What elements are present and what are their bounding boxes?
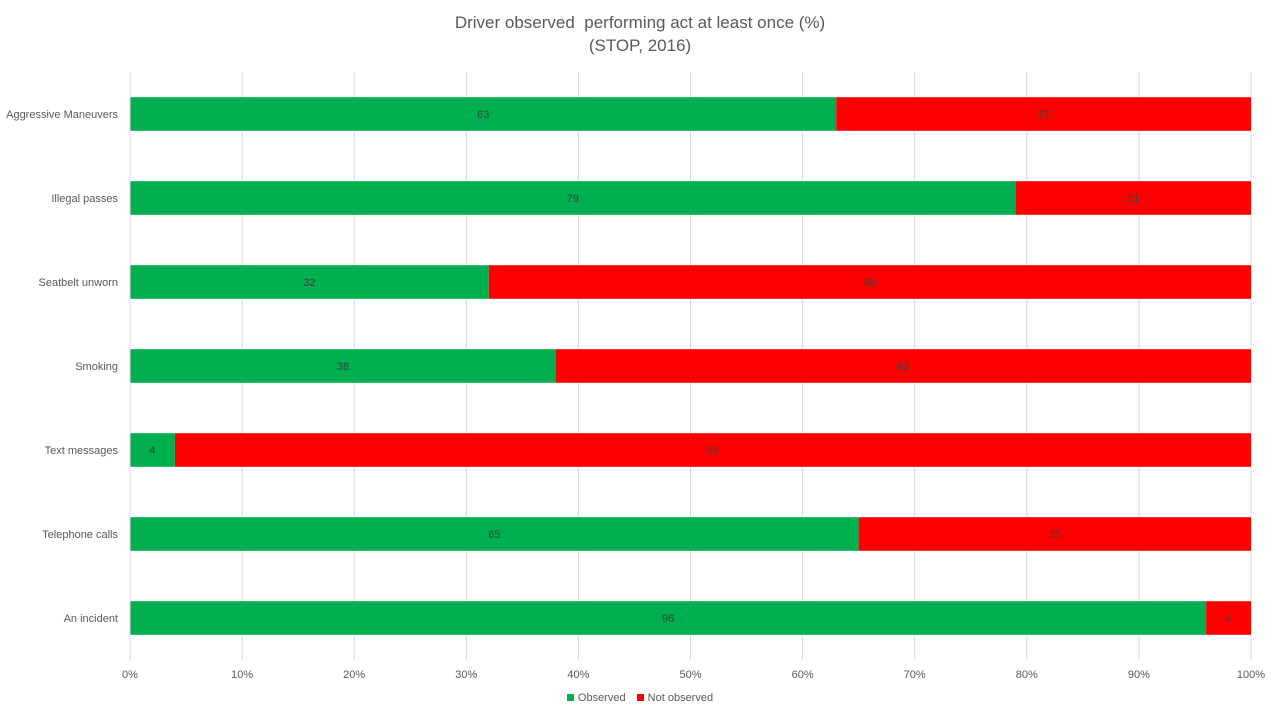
bar-not-observed: [1015, 181, 1251, 215]
category-label: An incident: [64, 613, 118, 625]
data-label: 68: [864, 277, 876, 289]
data-label: 35: [1049, 529, 1061, 541]
data-label: 4: [149, 445, 155, 457]
bar-observed: [130, 97, 837, 131]
bar-not-observed: [555, 349, 1251, 383]
legend-swatch-not-observed: [636, 694, 644, 701]
x-tick-label: 20%: [343, 669, 365, 681]
category-label: Seatbelt unworn: [39, 277, 119, 289]
chart-title: Driver observed performing act at least …: [0, 11, 1280, 57]
category-label: Aggressive Maneuvers: [6, 109, 118, 121]
legend-item-not-observed: Not observed: [636, 692, 714, 704]
bar-observed: [130, 349, 556, 383]
x-tick-label: 50%: [679, 669, 701, 681]
data-label: 62: [897, 361, 909, 373]
chart-title-main: Driver observed performing act at least …: [454, 13, 826, 32]
bar-not-observed: [858, 517, 1251, 551]
x-tick-label: 80%: [1016, 669, 1038, 681]
data-label: 96: [662, 613, 674, 625]
data-label: 38: [337, 361, 349, 373]
category-label: Illegal passes: [51, 193, 118, 205]
x-tick-label: 60%: [792, 669, 814, 681]
bar-observed: [130, 433, 175, 467]
legend-swatch-observed: [566, 694, 574, 701]
data-label: 96: [707, 445, 719, 457]
x-tick-label: 70%: [904, 669, 926, 681]
x-tick-label: 0%: [122, 669, 138, 681]
bar-not-observed: [488, 265, 1252, 299]
x-tick-label: 100%: [1237, 669, 1265, 681]
data-label: 21: [1127, 193, 1139, 205]
category-label: Telephone calls: [42, 529, 118, 541]
legend-label-observed: Observed: [577, 692, 626, 704]
legend-label-not-observed: Not observed: [647, 692, 714, 704]
data-label: 79: [567, 193, 579, 205]
data-label: 63: [477, 109, 489, 121]
x-tick-label: 10%: [231, 669, 253, 681]
bar-observed: [130, 601, 1207, 635]
bar-observed: [130, 517, 859, 551]
legend-item-observed: Observed: [566, 692, 626, 704]
bar-not-observed: [174, 433, 1252, 467]
stacked-bar-chart: 0% 10% 20% 30% 40% 50% 60% 70% 80% 90% 100% Aggress…: [6, 72, 1265, 681]
x-tick-label: 40%: [567, 669, 589, 681]
x-tick-label: 30%: [455, 669, 477, 681]
category-label: Smoking: [75, 361, 118, 373]
bar-not-observed: [1206, 601, 1251, 635]
data-label: 32: [303, 277, 315, 289]
category-label: Text messages: [45, 445, 119, 457]
chart-subtitle: (STOP, 2016): [588, 36, 692, 55]
data-label: 4: [1226, 613, 1232, 625]
data-label: 65: [488, 529, 500, 541]
bar-observed: [130, 265, 489, 299]
data-label: 37: [1037, 109, 1049, 121]
bar-observed: [130, 181, 1016, 215]
x-tick-label: 90%: [1128, 669, 1150, 681]
bar-not-observed: [836, 97, 1251, 131]
legend: Observed Not observed: [0, 692, 1280, 704]
